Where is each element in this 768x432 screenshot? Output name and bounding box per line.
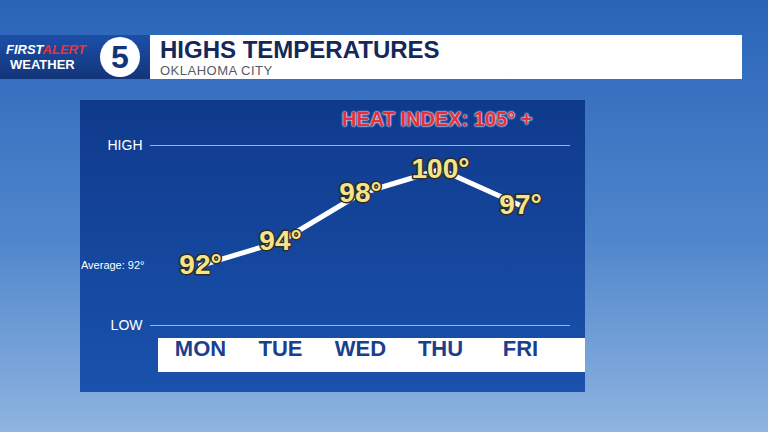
svg-text:94°: 94°	[259, 225, 301, 256]
svg-text:MON: MON	[175, 336, 226, 361]
svg-text:98°: 98°	[339, 177, 381, 208]
svg-text:97°: 97°	[499, 189, 541, 220]
html-text:WEATHER: WEATHER	[10, 57, 75, 72]
svg-text:Average: 92°: Average: 92°	[81, 259, 145, 271]
html-text:OKLAHOMA CITY: OKLAHOMA CITY	[160, 63, 273, 78]
svg-text:FRI: FRI	[503, 336, 538, 361]
html-text:HIGHS TEMPERATURES: HIGHS TEMPERATURES	[160, 36, 440, 63]
svg-text:THU: THU	[418, 336, 463, 361]
html-text:FIRST ALERT: FIRST ALERT	[6, 42, 86, 57]
html-text:5: 5	[111, 39, 129, 75]
svg-text:TUE: TUE	[259, 336, 303, 361]
svg-text:92°: 92°	[179, 249, 221, 280]
svg-text:LOW: LOW	[111, 317, 144, 333]
html-text:HEAT INDEX: 105° +: HEAT INDEX: 105° +	[342, 108, 533, 130]
svg-text:100°: 100°	[412, 153, 470, 184]
svg-text:HIGH: HIGH	[108, 137, 143, 153]
svg-text:WED: WED	[335, 336, 386, 361]
